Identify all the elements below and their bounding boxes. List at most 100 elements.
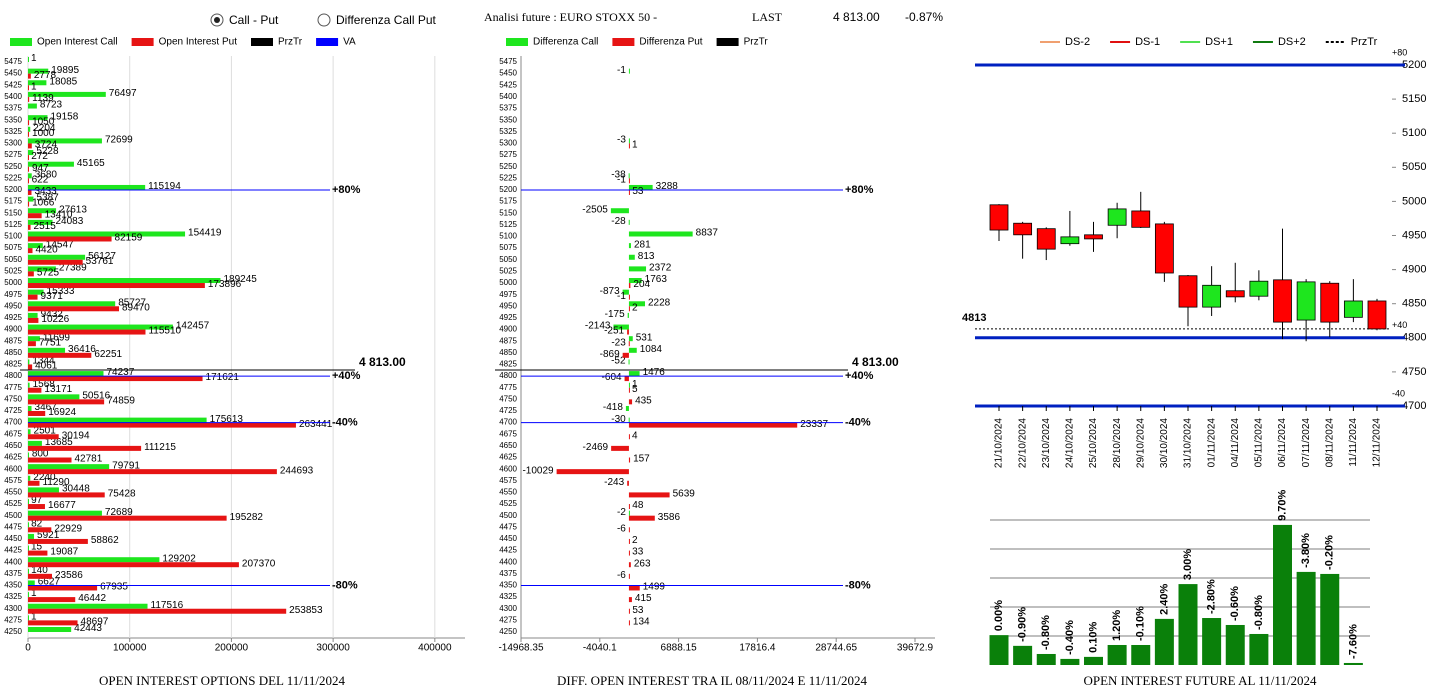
bar bbox=[628, 231, 693, 237]
y-tick-label: 5150 bbox=[4, 208, 22, 217]
band-label: +80 bbox=[1392, 47, 1407, 57]
bar-label: -0.60% bbox=[1229, 586, 1241, 621]
bar-label: 3.00% bbox=[1182, 549, 1194, 580]
bar bbox=[628, 585, 640, 591]
bar-value-label: 175613 bbox=[210, 414, 244, 425]
bar bbox=[1084, 656, 1103, 665]
bar bbox=[28, 271, 34, 277]
candle-body bbox=[1202, 284, 1222, 308]
bar bbox=[28, 545, 29, 551]
bar-value-label: 16924 bbox=[48, 407, 76, 418]
bar-value-label: 207370 bbox=[242, 558, 276, 569]
y-tick-label: 4550 bbox=[499, 488, 517, 497]
y-tick-label: 5075 bbox=[4, 243, 22, 252]
y-tick-label: 4525 bbox=[4, 499, 22, 508]
bar-value-label: -175 bbox=[605, 309, 625, 320]
chart-title: OPEN INTEREST OPTIONS DEL 11/11/2024 bbox=[99, 673, 346, 688]
candle-body bbox=[1273, 279, 1292, 323]
band-label: +40 bbox=[1392, 320, 1407, 330]
candle-body bbox=[1320, 282, 1340, 323]
bar-value-label: 62251 bbox=[94, 349, 122, 360]
y-tick-label: 5150 bbox=[1402, 93, 1426, 105]
bar bbox=[628, 189, 630, 195]
bar bbox=[28, 592, 29, 598]
legend-label: VA bbox=[343, 37, 356, 48]
bar bbox=[1036, 653, 1056, 665]
bar-value-label: 72699 bbox=[105, 135, 133, 146]
y-tick-label: 5000 bbox=[1402, 195, 1426, 207]
bar-value-label: 244693 bbox=[280, 465, 314, 476]
bar bbox=[628, 266, 647, 272]
candle-body bbox=[1296, 281, 1316, 321]
x-tick-label: 08/11/2024 bbox=[1324, 418, 1335, 468]
bar bbox=[28, 219, 53, 225]
bar bbox=[628, 562, 631, 568]
bar bbox=[628, 143, 630, 149]
bar-value-label: 4420 bbox=[35, 244, 58, 255]
bar-value-label: -2505 bbox=[582, 204, 608, 215]
radio-label[interactable]: Differenza Call Put bbox=[336, 13, 436, 27]
y-tick-label: 5375 bbox=[499, 104, 517, 113]
bar bbox=[1131, 644, 1151, 665]
bar-value-label: 2240 bbox=[33, 472, 56, 483]
y-tick-label: 4450 bbox=[499, 534, 517, 543]
x-tick-label: 28744.65 bbox=[815, 643, 857, 654]
bar-value-label: 5228 bbox=[36, 146, 59, 157]
bar bbox=[28, 480, 40, 486]
candle-body bbox=[989, 204, 1009, 231]
bar-value-label: 97 bbox=[31, 495, 43, 506]
bar-value-label: 2515 bbox=[34, 221, 57, 232]
va-label: +80% bbox=[845, 184, 874, 196]
bar bbox=[628, 306, 630, 312]
y-tick-label: 4625 bbox=[4, 453, 22, 462]
bar-value-label: 9371 bbox=[41, 291, 64, 302]
bar-value-label: 142457 bbox=[176, 321, 210, 332]
bar bbox=[28, 585, 98, 591]
y-tick-label: 4650 bbox=[4, 441, 22, 450]
bar-value-label: -604 bbox=[602, 372, 622, 383]
bar-value-label: 1 bbox=[632, 379, 638, 390]
bar-value-label: 1 bbox=[31, 81, 37, 92]
y-tick-label: 4575 bbox=[4, 476, 22, 485]
x-tick-label: 07/11/2024 bbox=[1301, 418, 1312, 468]
bar bbox=[628, 434, 630, 440]
bar-value-label: 36416 bbox=[68, 344, 96, 355]
x-tick-label: -14968.35 bbox=[498, 643, 543, 654]
bar bbox=[28, 166, 29, 172]
radio-diff[interactable] bbox=[317, 13, 331, 27]
bar-value-label: 13685 bbox=[45, 437, 73, 448]
bar-value-label: 189245 bbox=[223, 274, 257, 285]
bar-value-label: 947 bbox=[32, 163, 49, 174]
y-tick-label: 4625 bbox=[499, 453, 517, 462]
bar bbox=[1273, 524, 1292, 665]
bar-value-label: 2204 bbox=[33, 123, 56, 134]
y-tick-label: 4750 bbox=[1402, 366, 1426, 378]
bar bbox=[628, 173, 630, 179]
bar-value-label: -30 bbox=[611, 414, 626, 425]
y-tick-label: 4450 bbox=[4, 534, 22, 543]
y-tick-label: 5125 bbox=[4, 220, 22, 229]
bar bbox=[625, 405, 629, 411]
y-tick-label: 5350 bbox=[4, 115, 22, 124]
y-tick-label: 5350 bbox=[499, 115, 517, 124]
bar-value-label: 67935 bbox=[100, 582, 128, 593]
radio-label[interactable]: Call - Put bbox=[229, 13, 279, 27]
y-tick-label: 4900 bbox=[1402, 264, 1426, 276]
bar-value-label: -418 bbox=[603, 402, 623, 413]
y-tick-label: 4275 bbox=[499, 615, 517, 624]
bar bbox=[627, 480, 629, 486]
bar bbox=[28, 289, 44, 295]
bar-value-label: 3680 bbox=[35, 169, 58, 180]
y-tick-label: 4400 bbox=[4, 557, 22, 566]
bar bbox=[1249, 633, 1269, 665]
bar-value-label: -2469 bbox=[583, 442, 609, 453]
bar bbox=[628, 422, 798, 428]
candle-body bbox=[1131, 210, 1151, 228]
bar bbox=[628, 347, 637, 353]
bar-value-label: 622 bbox=[32, 174, 49, 185]
bar bbox=[28, 492, 105, 498]
y-tick-label: 5275 bbox=[499, 150, 517, 159]
y-tick-label: 4975 bbox=[499, 290, 517, 299]
bar bbox=[28, 364, 33, 370]
bar-value-label: 204 bbox=[633, 279, 650, 290]
